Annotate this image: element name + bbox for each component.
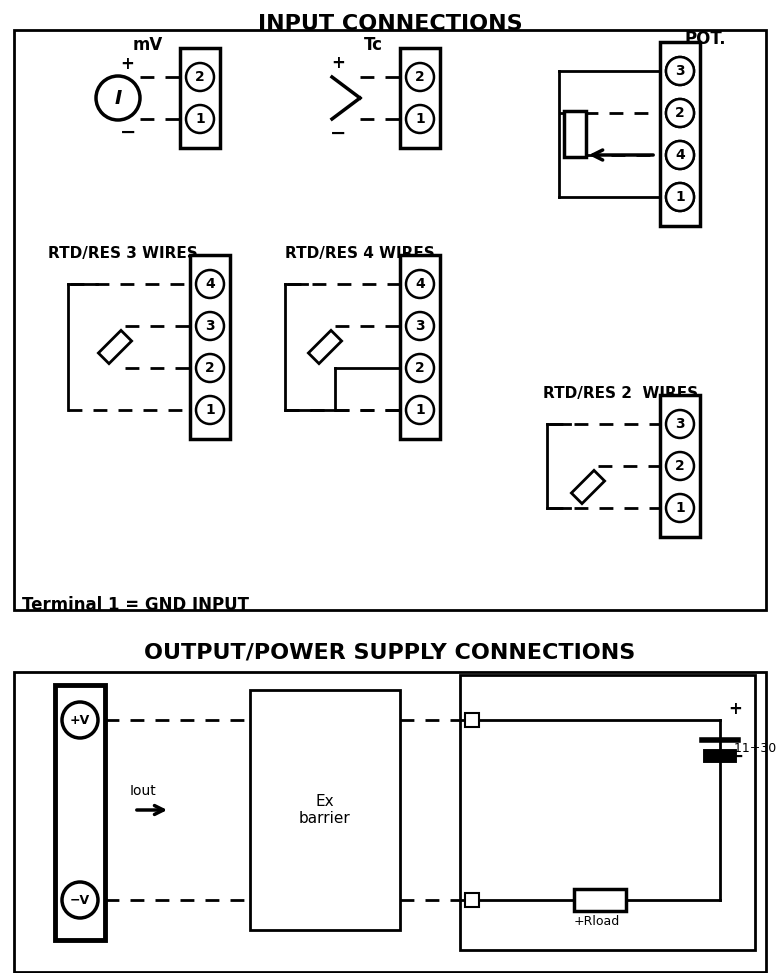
Text: INPUT CONNECTIONS: INPUT CONNECTIONS	[257, 14, 523, 34]
Bar	[14, 30, 766, 610]
Text: −: −	[728, 746, 744, 766]
Circle shape	[666, 141, 694, 169]
Circle shape	[196, 270, 224, 298]
Text: 1: 1	[415, 403, 425, 417]
Bar	[465, 713, 479, 727]
Text: 4: 4	[675, 148, 685, 162]
Text: +: +	[728, 700, 742, 718]
Text: 4: 4	[205, 277, 215, 291]
Text: RTD/RES 2  WIRES: RTD/RES 2 WIRES	[543, 386, 698, 401]
Text: 3: 3	[675, 417, 685, 431]
Text: −: −	[120, 123, 136, 142]
Circle shape	[186, 105, 214, 133]
Circle shape	[406, 312, 434, 340]
Text: 2: 2	[205, 361, 215, 375]
Bar	[250, 690, 400, 930]
Text: 1: 1	[415, 112, 425, 126]
Circle shape	[406, 354, 434, 382]
Text: 4: 4	[675, 64, 685, 78]
Text: 1: 1	[675, 190, 685, 204]
Text: 2: 2	[675, 459, 685, 473]
Text: 1: 1	[675, 190, 685, 204]
Circle shape	[666, 99, 694, 127]
Bar	[660, 395, 700, 537]
Bar	[180, 48, 220, 148]
Text: +: +	[331, 54, 345, 72]
Circle shape	[666, 183, 694, 211]
Circle shape	[406, 63, 434, 91]
Text: 4: 4	[415, 277, 425, 291]
Bar	[465, 893, 479, 907]
Text: 3: 3	[415, 319, 425, 333]
Circle shape	[62, 882, 98, 918]
Text: −: −	[330, 124, 346, 143]
Text: Terminal 1 = GND INPUT: Terminal 1 = GND INPUT	[22, 596, 249, 614]
Text: 2: 2	[415, 361, 425, 375]
Circle shape	[406, 270, 434, 298]
Text: RTD/RES 4 WIRES: RTD/RES 4 WIRES	[285, 246, 434, 261]
Bar	[574, 889, 626, 911]
Circle shape	[196, 354, 224, 382]
Text: 3: 3	[675, 106, 685, 120]
Circle shape	[666, 141, 694, 169]
Text: 11÷30 Vdc: 11÷30 Vdc	[734, 741, 780, 754]
Text: 3: 3	[205, 319, 215, 333]
Bar	[14, 672, 766, 972]
Circle shape	[186, 63, 214, 91]
Bar	[400, 48, 440, 148]
Text: −V: −V	[70, 893, 90, 907]
Circle shape	[196, 396, 224, 424]
Text: 1: 1	[675, 501, 685, 515]
Circle shape	[96, 76, 140, 120]
Bar	[190, 255, 230, 439]
Text: POT.: POT.	[685, 30, 727, 48]
Text: 1: 1	[195, 112, 205, 126]
Text: Ex
barrier: Ex barrier	[299, 794, 351, 826]
Circle shape	[666, 183, 694, 211]
Text: I: I	[115, 89, 122, 107]
Circle shape	[666, 57, 694, 85]
Text: 2: 2	[675, 106, 685, 120]
Text: +Rload: +Rload	[574, 915, 620, 928]
Circle shape	[406, 396, 434, 424]
Bar	[572, 470, 604, 504]
Text: 1: 1	[205, 403, 215, 417]
Text: 3: 3	[675, 64, 685, 78]
Text: RTD/RES 3 WIRES: RTD/RES 3 WIRES	[48, 246, 198, 261]
Text: 2: 2	[195, 70, 205, 84]
Circle shape	[666, 99, 694, 127]
Circle shape	[666, 410, 694, 438]
Circle shape	[196, 312, 224, 340]
Bar	[660, 42, 700, 226]
Text: Iout: Iout	[130, 784, 157, 798]
Circle shape	[666, 57, 694, 85]
Bar	[308, 331, 342, 364]
Text: +: +	[120, 55, 134, 73]
Bar	[55, 685, 105, 940]
Circle shape	[666, 452, 694, 480]
Text: mV: mV	[133, 36, 163, 54]
Circle shape	[666, 494, 694, 522]
Bar	[564, 111, 586, 157]
Bar	[460, 675, 755, 950]
Text: 2: 2	[675, 148, 685, 162]
Bar	[98, 331, 132, 364]
Circle shape	[62, 702, 98, 738]
Text: Tc: Tc	[363, 36, 382, 54]
Text: +V: +V	[70, 713, 90, 727]
Circle shape	[406, 105, 434, 133]
Text: OUTPUT/POWER SUPPLY CONNECTIONS: OUTPUT/POWER SUPPLY CONNECTIONS	[144, 643, 636, 663]
Text: 2: 2	[415, 70, 425, 84]
Bar	[400, 255, 440, 439]
